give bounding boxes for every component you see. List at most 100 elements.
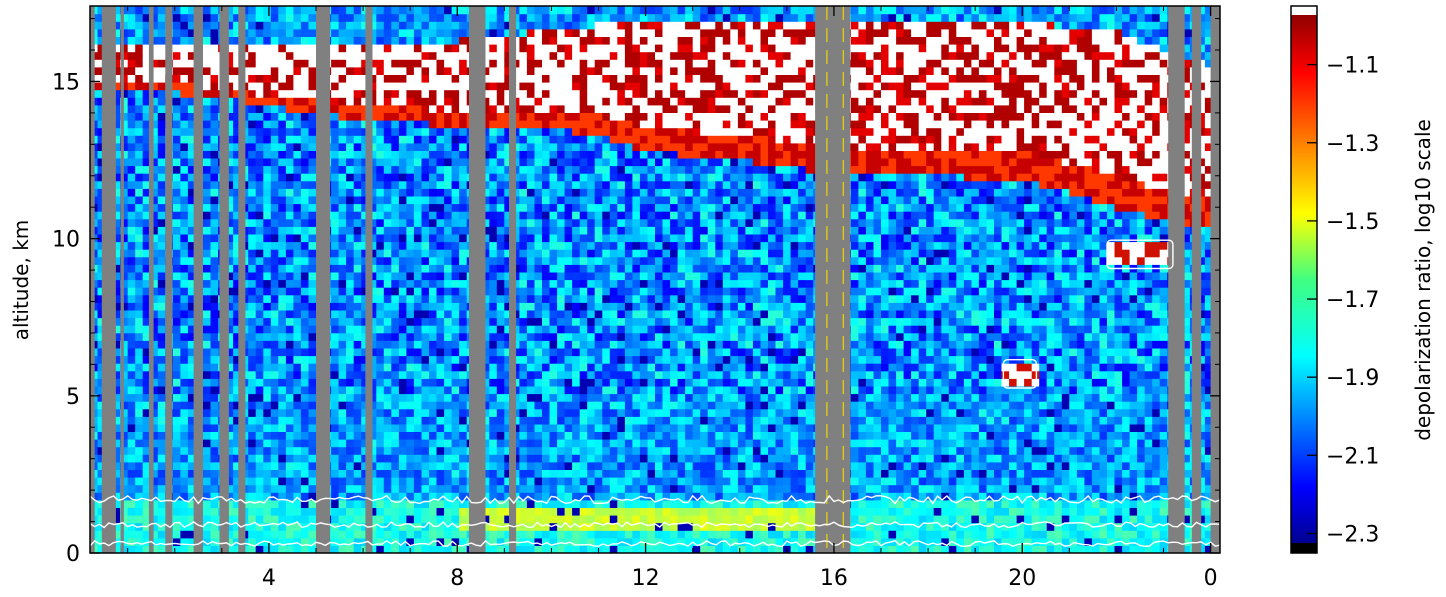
heatmap-cell <box>436 142 445 151</box>
heatmap-cell <box>534 203 543 212</box>
heatmap-cell <box>293 477 302 486</box>
heatmap-cell <box>557 446 566 455</box>
heatmap-cell <box>429 461 438 470</box>
heatmap-cell <box>421 309 430 319</box>
heatmap-cell <box>233 530 242 539</box>
heatmap-cell <box>368 13 377 22</box>
heatmap-cell <box>225 127 234 136</box>
heatmap-cell <box>406 431 415 440</box>
heatmap-cell <box>429 378 438 387</box>
heatmap-cell <box>534 59 543 68</box>
heatmap-cell <box>594 66 603 75</box>
heatmap-cell <box>587 363 596 372</box>
heatmap-cell <box>587 188 596 197</box>
heatmap-cell <box>353 499 362 508</box>
heatmap-cell <box>421 97 430 106</box>
heatmap-cell <box>270 271 279 281</box>
heatmap-cell <box>406 226 415 235</box>
heatmap-cell <box>135 264 144 273</box>
heatmap-cell <box>263 6 272 15</box>
heatmap-cell <box>489 537 498 546</box>
heatmap-cell <box>293 287 302 296</box>
heatmap-cell <box>180 271 189 281</box>
heatmap-cell <box>429 469 438 478</box>
heatmap-cell <box>496 294 505 303</box>
heatmap-cell <box>572 51 581 60</box>
heatmap-cell <box>180 142 189 151</box>
heatmap-cell <box>542 325 551 334</box>
heatmap-cell <box>135 340 144 349</box>
heatmap-cell <box>210 461 219 470</box>
heatmap-cell <box>398 385 407 395</box>
heatmap-cell <box>594 507 603 516</box>
heatmap-cell <box>557 157 566 167</box>
heatmap-cell <box>451 188 460 197</box>
heatmap-cell <box>542 157 551 167</box>
heatmap-cell <box>519 484 528 493</box>
heatmap-cell <box>587 325 596 334</box>
heatmap-cell <box>248 120 257 129</box>
heatmap-cell <box>496 195 505 205</box>
heatmap-cell <box>489 28 498 37</box>
heatmap-cell <box>120 370 129 379</box>
heatmap-cell <box>353 545 362 553</box>
heatmap-cell <box>406 112 415 121</box>
heatmap-cell <box>308 135 317 144</box>
heatmap-cell <box>157 180 166 189</box>
heatmap-cell <box>383 515 392 524</box>
heatmap-cell <box>564 499 573 508</box>
heatmap-cell <box>248 309 257 319</box>
heatmap-cell <box>429 439 438 448</box>
heatmap-cell <box>225 188 234 197</box>
heatmap-cell <box>587 165 596 174</box>
heatmap-cell <box>579 59 588 68</box>
heatmap-cell <box>391 180 400 189</box>
heatmap-cell <box>564 112 573 121</box>
heatmap-cell <box>270 363 279 372</box>
heatmap-cell <box>120 347 129 357</box>
heatmap-cell <box>459 484 468 493</box>
heatmap-cell <box>127 188 136 197</box>
heatmap-cell <box>150 477 159 486</box>
heatmap-cell <box>293 302 302 311</box>
heatmap-cell <box>534 271 543 281</box>
heatmap-cell <box>594 36 603 45</box>
heatmap-cell <box>120 393 129 402</box>
heatmap-cell <box>429 112 438 121</box>
heatmap-cell <box>120 82 129 91</box>
heatmap-cell <box>436 363 445 372</box>
heatmap-cell <box>413 279 422 288</box>
heatmap-cell <box>549 59 558 68</box>
heatmap-cell <box>150 203 159 212</box>
heatmap-cell <box>225 317 234 326</box>
heatmap-cell <box>203 370 212 379</box>
heatmap-cell <box>270 112 279 121</box>
heatmap-cell <box>413 477 422 486</box>
heatmap-cell <box>519 44 528 53</box>
heatmap-cell <box>112 233 121 243</box>
heatmap-cell <box>255 142 264 151</box>
heatmap-cell <box>135 120 144 129</box>
heatmap-cell <box>436 6 445 15</box>
heatmap-cell <box>579 370 588 379</box>
heatmap-cell <box>285 507 294 516</box>
heatmap-cell <box>210 355 219 364</box>
heatmap-cell <box>353 378 362 387</box>
heatmap-cell <box>225 249 234 258</box>
heatmap-cell <box>421 271 430 281</box>
heatmap-cell <box>489 408 498 417</box>
heatmap-cell <box>187 469 196 478</box>
heatmap-cell <box>451 97 460 106</box>
heatmap-cell <box>413 180 422 189</box>
heatmap-cell <box>459 446 468 455</box>
heatmap-cell <box>587 355 596 364</box>
heatmap-cell <box>270 423 279 432</box>
heatmap-cell <box>504 408 513 417</box>
heatmap-cell <box>376 408 385 417</box>
heatmap-cell <box>602 545 611 553</box>
heatmap-cell <box>157 157 166 167</box>
heatmap-cell <box>233 173 242 182</box>
heatmap-cell <box>526 211 535 220</box>
heatmap-cell <box>142 279 151 288</box>
heatmap-cell <box>602 439 611 448</box>
